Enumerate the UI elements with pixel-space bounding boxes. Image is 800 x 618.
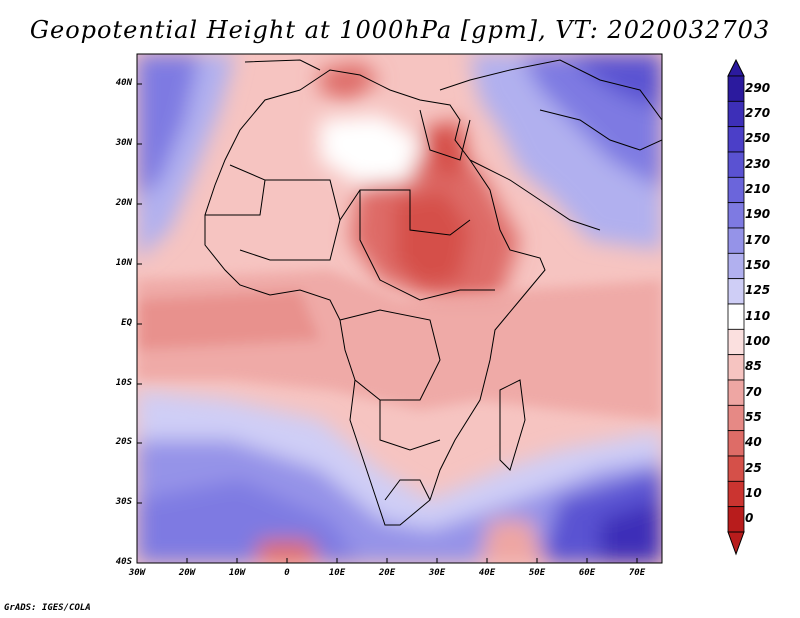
colorbar-swatch — [727, 303, 745, 330]
lat-label-20n: 20N — [115, 198, 132, 208]
geopotential-field — [137, 54, 662, 563]
colorbar-swatch — [727, 328, 745, 356]
lat-label-30s: 30S — [115, 497, 132, 507]
colorbar-swatch — [727, 379, 745, 406]
colorbar-label: 100 — [745, 334, 771, 348]
colorbar-label: 40 — [745, 435, 762, 450]
colorbar-swatch — [727, 430, 745, 457]
colorbar-label: 170 — [745, 232, 771, 247]
axis-ticks — [137, 83, 638, 563]
lon-label-30e: 30E — [428, 568, 446, 578]
coastlines — [204, 59, 662, 526]
lat-label-30n: 30N — [115, 138, 132, 148]
lon-label-20e: 20E — [378, 568, 396, 578]
lat-label-40s: 40S — [115, 557, 132, 567]
colorbar — [727, 58, 745, 556]
map-title: Geopotential Height at 1000hPa [gpm], VT… — [29, 16, 771, 44]
colorbar-label: 290 — [745, 80, 771, 95]
map-frame — [136, 53, 663, 564]
colorbar-swatch — [727, 176, 745, 204]
colorbar-label: 55 — [745, 410, 762, 424]
colorbar-bottom-arrow — [727, 531, 745, 556]
colorbar-label: 250 — [745, 131, 771, 146]
lon-label-10w: 10W — [228, 568, 246, 578]
lon-label-0: 0 — [284, 568, 290, 578]
colorbar-label: 270 — [745, 106, 771, 120]
colorbar-label: 190 — [745, 207, 771, 222]
colorbar-swatch — [727, 506, 745, 533]
colorbar-swatch — [727, 227, 745, 254]
lat-label-40n: 40N — [115, 78, 132, 88]
colorbar-swatch — [727, 202, 745, 229]
colorbar-label: 70 — [745, 384, 762, 399]
colorbar-swatch — [727, 126, 745, 153]
colorbar-swatch — [727, 480, 745, 508]
colorbar-top-arrow — [727, 58, 745, 77]
colorbar-swatch — [727, 354, 745, 381]
colorbar-label: 125 — [745, 283, 771, 298]
colorbar-label: 230 — [745, 156, 771, 171]
lat-label-10n: 10N — [115, 258, 132, 268]
colorbar-swatch — [727, 252, 745, 280]
lon-label-10e: 10E — [328, 568, 346, 578]
colorbar-label: 85 — [745, 359, 762, 374]
lon-label-70e: 70E — [628, 568, 646, 578]
colorbar-swatch — [727, 151, 745, 178]
colorbar-label: 110 — [745, 308, 771, 323]
colorbar-swatch — [727, 404, 745, 432]
lat-label-eq: EQ — [121, 318, 132, 328]
colorbar-label: 10 — [745, 486, 762, 500]
lat-label-10s: 10S — [115, 378, 132, 388]
grads-credit: GrADS: IGES/COLA — [4, 603, 91, 613]
lon-label-30w: 30W — [128, 568, 146, 578]
colorbar-swatch — [727, 455, 745, 482]
lon-label-50e: 50E — [528, 568, 546, 578]
colorbar-swatch — [727, 100, 745, 128]
colorbar-label: 25 — [745, 460, 762, 475]
lat-label-20s: 20S — [115, 437, 132, 447]
lon-label-40e: 40E — [478, 568, 496, 578]
colorbar-label: 0 — [745, 511, 754, 526]
colorbar-swatch — [727, 75, 745, 102]
colorbar-label: 150 — [745, 258, 771, 272]
colorbar-swatch — [727, 278, 745, 305]
lon-label-60e: 60E — [578, 568, 596, 578]
lon-label-20w: 20W — [178, 568, 196, 578]
colorbar-label: 210 — [745, 182, 771, 196]
